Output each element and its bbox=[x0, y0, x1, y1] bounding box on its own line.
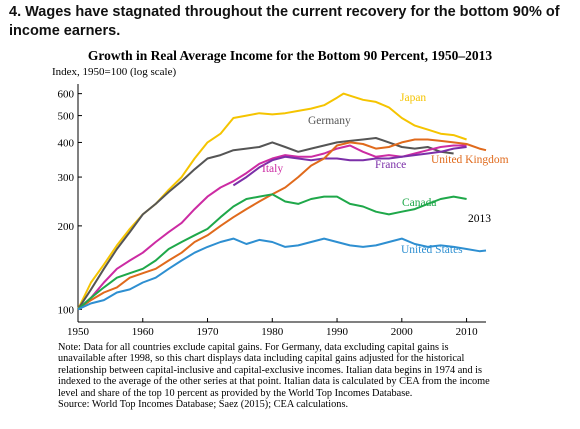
series-line-canada bbox=[77, 193, 467, 311]
note-line: level and share of the top 10 percent as… bbox=[58, 387, 413, 399]
series-line-united-states bbox=[77, 237, 487, 311]
series-line-france bbox=[232, 146, 467, 187]
x-tick-label: 1980 bbox=[261, 326, 284, 338]
series-label-canada: Canada bbox=[402, 197, 436, 209]
x-tick-label: 1990 bbox=[326, 326, 349, 338]
note-line: indexed to the average of the other seri… bbox=[58, 376, 490, 388]
y-axis-label: Index, 1950=100 (log scale) bbox=[52, 66, 177, 78]
series-label-italy: Italy bbox=[262, 163, 283, 175]
y-tick-label: 300 bbox=[58, 172, 75, 184]
series-label-germany: Germany bbox=[308, 115, 351, 127]
series-labels: Japan Germany Italy France United Kingdo… bbox=[262, 92, 509, 256]
y-tick-label: 500 bbox=[58, 111, 75, 123]
series-line-united-kingdom bbox=[77, 138, 487, 311]
y-ticks: 100 200 300 400 500 600 bbox=[58, 89, 82, 316]
source-line: Source: World Top Incomes Database; Saez… bbox=[58, 399, 349, 411]
y-tick-label: 100 bbox=[58, 304, 75, 316]
x-tick-label: 2010 bbox=[456, 326, 479, 338]
chart-title: Growth in Real Average Income for the Bo… bbox=[87, 48, 493, 63]
note-line: Note: Data for all countries exclude cap… bbox=[58, 342, 449, 353]
y-tick-label: 600 bbox=[58, 89, 75, 101]
x-tick-label: 1950 bbox=[67, 326, 90, 338]
note-line: relationship between capital-inclusive a… bbox=[58, 364, 483, 376]
chart-note: Note: Data for all countries exclude cap… bbox=[58, 342, 573, 410]
series-label-japan: Japan bbox=[400, 92, 426, 104]
note-line: unavailable after 1998, so this chart di… bbox=[58, 353, 465, 365]
series-line-germany bbox=[77, 137, 454, 310]
series-label-france: France bbox=[375, 159, 406, 171]
y-tick-label: 400 bbox=[58, 137, 75, 149]
page-heading: 4. Wages have stagnated throughout the c… bbox=[9, 4, 560, 39]
series-label-us: United States bbox=[401, 244, 463, 256]
series-lines bbox=[77, 92, 487, 311]
x-tick-label: 2000 bbox=[391, 326, 414, 338]
x-tick-label: 1960 bbox=[132, 326, 155, 338]
x-tick-label: 1970 bbox=[197, 326, 220, 338]
chart-axes bbox=[77, 84, 486, 323]
series-label-uk: United Kingdom bbox=[431, 154, 509, 166]
x-ticks: 1950 1960 1970 1980 1990 2000 2010 bbox=[67, 318, 478, 338]
annotation-2013: 2013 bbox=[468, 213, 491, 225]
y-tick-label: 200 bbox=[58, 221, 75, 233]
